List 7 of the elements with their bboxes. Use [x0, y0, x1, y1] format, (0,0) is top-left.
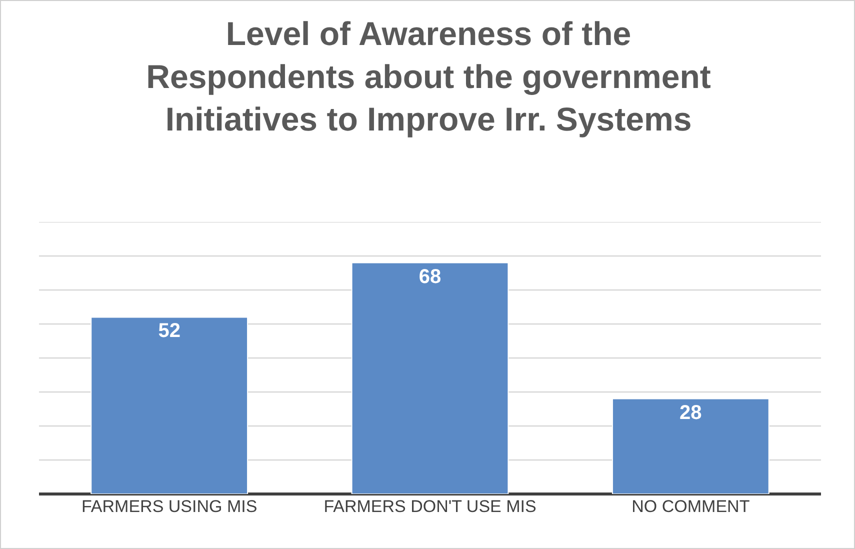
chart-title: Level of Awareness of the Respondents about the government Initiatives to Improve Irr. Systems	[146, 14, 711, 138]
data-label: 68	[418, 266, 442, 288]
x-tick-label: FARMERS DON'T USE MIS	[324, 497, 536, 516]
data-label: 28	[680, 402, 702, 424]
x-tick-label: NO COMMENT	[632, 497, 750, 516]
x-tick-label: FARMERS USING MIS	[81, 497, 258, 516]
data-label: 52	[158, 320, 180, 342]
